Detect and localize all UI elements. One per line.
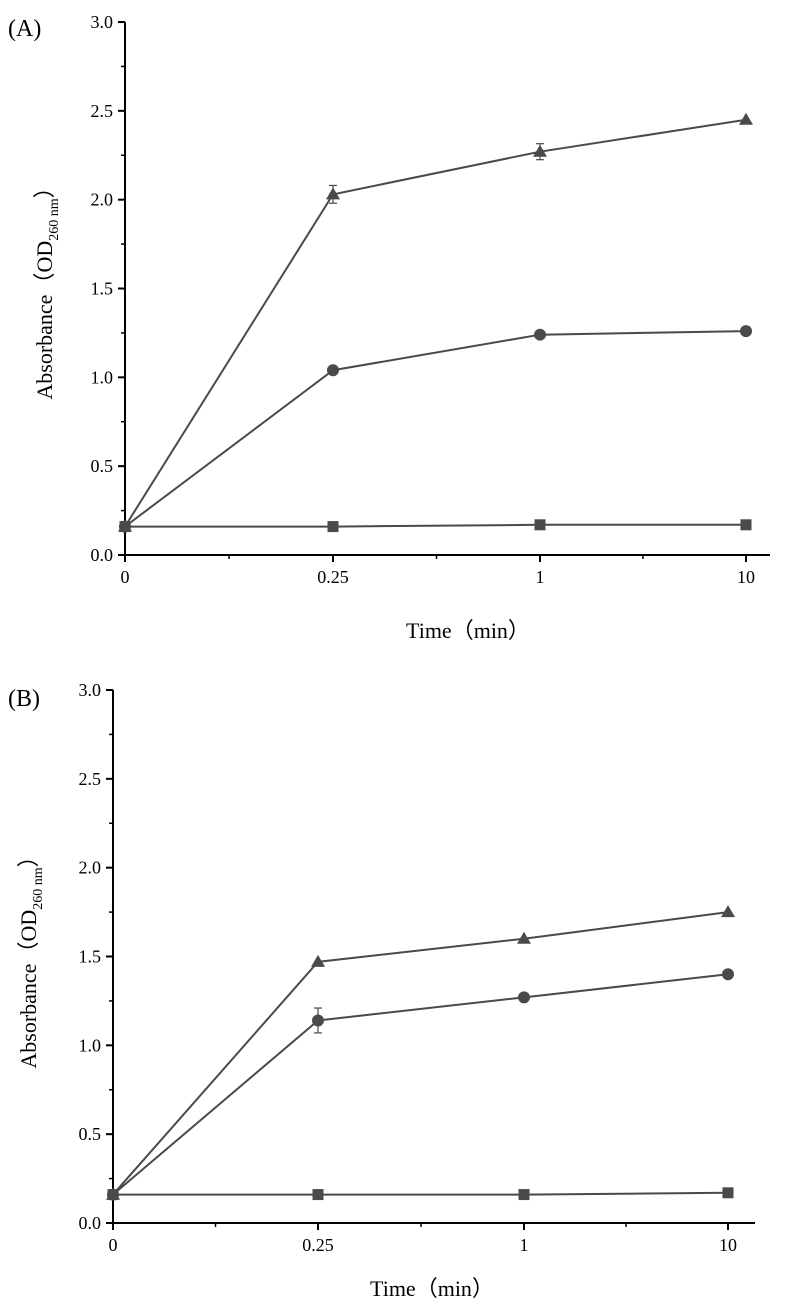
y-tick-label: 2.0	[91, 190, 114, 210]
x-tick-label: 1	[520, 1235, 529, 1255]
data-point-square	[534, 519, 546, 531]
data-point-square	[722, 1187, 734, 1199]
y-tick-label: 0.5	[79, 1124, 102, 1144]
series-line-square	[125, 523, 746, 528]
x-tick-label: 0	[109, 1235, 118, 1255]
chart-panel-a: 0.0 0.5 1.0 1.5 2.0 2.5 3.0 0 0.25 1 10 (A) Time（min…	[8, 12, 770, 643]
data-point-square	[107, 1189, 119, 1201]
data-point-triangle	[326, 187, 340, 200]
data-point-square	[518, 1189, 530, 1201]
y-tick-label: 2.0	[79, 858, 102, 878]
series-line-triangle	[124, 118, 747, 528]
data-point-circle	[327, 364, 339, 377]
series-line-circle	[124, 330, 747, 528]
data-point-circle	[722, 968, 734, 981]
data-point-triangle	[721, 905, 735, 918]
y-tick-label: 1.0	[91, 367, 114, 387]
y-tick-label: 0.0	[79, 1213, 102, 1233]
y-tick-label: 2.5	[79, 769, 102, 789]
x-tick-label: 1	[536, 567, 545, 587]
data-point-square	[327, 521, 339, 533]
y-axis-title: Absorbance（OD260 nm）	[32, 176, 62, 399]
y-tick-label: 0.5	[91, 456, 114, 476]
y-tick-label: 0.0	[91, 545, 114, 565]
x-axis-title: Time（min）	[370, 1276, 494, 1301]
data-point-square	[740, 519, 752, 531]
series-line-square	[113, 1191, 729, 1196]
data-point-circle	[312, 1014, 324, 1027]
x-tick-label: 10	[737, 567, 755, 587]
y-tick-label: 3.0	[79, 680, 102, 700]
data-point-triangle	[533, 144, 547, 157]
y-tick-label: 1.5	[91, 279, 114, 299]
y-axis-title: Absorbance（OD260 nm）	[16, 845, 46, 1068]
data-point-square	[312, 1189, 324, 1201]
data-point-triangle	[311, 954, 325, 967]
data-point-triangle	[739, 112, 753, 125]
y-tick-label: 3.0	[91, 12, 114, 32]
data-point-circle	[518, 991, 530, 1004]
data-point-circle	[740, 325, 752, 338]
series-line-triangle	[112, 911, 729, 1196]
panel-label: (B)	[8, 686, 40, 712]
x-tick-label: 0.25	[317, 567, 349, 587]
panel-label: (A)	[8, 16, 41, 42]
x-axis-title: Time（min）	[406, 618, 530, 643]
y-tick-label: 1.5	[79, 947, 102, 967]
y-tick-label: 2.5	[91, 101, 114, 121]
x-tick-label: 10	[719, 1235, 737, 1255]
data-point-circle	[534, 328, 546, 341]
data-point-square	[119, 521, 131, 533]
chart-panel-b: 0.0 0.5 1.0 1.5 2.0 2.5 3.0 0 0.25 1 10 (B) Time（min…	[8, 680, 755, 1301]
x-tick-label: 0.25	[302, 1235, 334, 1255]
y-tick-label: 1.0	[79, 1035, 102, 1055]
x-tick-label: 0	[121, 567, 130, 587]
series-line-circle	[112, 973, 729, 1196]
data-point-triangle	[517, 931, 531, 944]
